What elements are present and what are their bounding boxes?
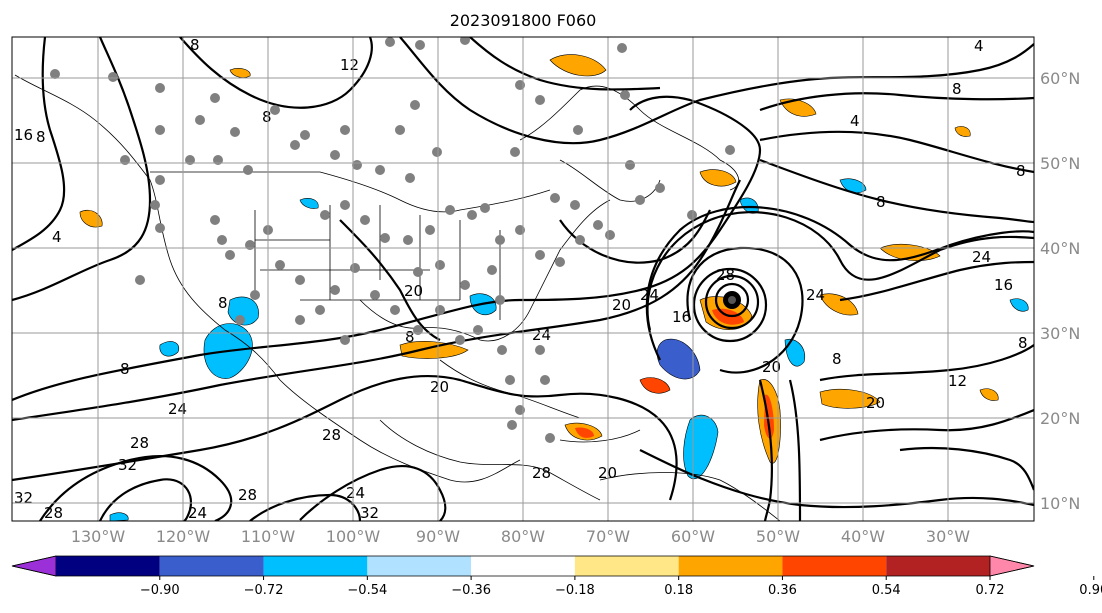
- lat-tick-label: 10°N: [1040, 494, 1080, 513]
- colorbar-tick-label: 0.90: [1079, 583, 1102, 598]
- colorbar-segment: [56, 556, 160, 576]
- contour-label: 32: [14, 489, 33, 507]
- contour-label: 24: [168, 400, 187, 418]
- lon-tick-label: 120°W: [156, 527, 211, 546]
- contour-label: 28: [322, 426, 341, 444]
- latitude-labels: 60°N 50°N 40°N 30°N 20°N 10°N: [1040, 69, 1080, 513]
- lon-tick-label: 70°W: [586, 527, 630, 546]
- lon-tick-label: 100°W: [326, 527, 381, 546]
- contour-label: 20: [762, 358, 781, 376]
- contour-label: 24: [806, 286, 825, 304]
- lon-tick-label: 80°W: [501, 527, 545, 546]
- lon-tick-label: 40°W: [841, 527, 885, 546]
- contour-label: 24: [188, 504, 207, 522]
- colorbar-tick-label: 0.54: [872, 583, 901, 598]
- contour-label-group: 4 8 4 8 8 24 16 8 12 20 8 24 28 16 24 20…: [14, 36, 1028, 522]
- contour-label: 20: [866, 394, 885, 412]
- contour-label: 24: [972, 248, 991, 266]
- longitude-labels: 130°W 120°W 110°W 100°W 90°W 80°W 70°W 6…: [71, 527, 970, 546]
- lon-tick-label: 50°W: [756, 527, 800, 546]
- contour-label: 4: [850, 112, 860, 130]
- contour-label: 8: [36, 128, 46, 146]
- colorbar-extend-low: [11, 555, 57, 577]
- colorbar-tick-label: 0.36: [768, 583, 797, 598]
- contour-label: 8: [1018, 334, 1028, 352]
- colorbar: −0.90 −0.72 −0.54 −0.36 −0.18 0.18 0.36 0.54 0.7…: [11, 555, 1102, 598]
- colorbar-tick-label: −0.72: [244, 583, 284, 598]
- colorbar-tick-label: 0.72: [976, 583, 1005, 598]
- contour-label: 20: [404, 282, 423, 300]
- contour-label: 8: [218, 294, 228, 312]
- lon-tick-label: 90°W: [416, 527, 460, 546]
- figure-title: 2023091800 F060: [450, 11, 597, 30]
- colorbar-tick-label: 0.18: [664, 583, 693, 598]
- station-markers: [50, 37, 735, 443]
- contour-label: 8: [120, 360, 130, 378]
- contour-label: 32: [360, 504, 379, 522]
- colorbar-segments: [11, 555, 1035, 577]
- colorbar-tick-label: −0.54: [347, 583, 387, 598]
- lat-tick-label: 20°N: [1040, 409, 1080, 428]
- contour-lines: [12, 37, 1034, 521]
- contour-label: 12: [340, 56, 359, 74]
- lat-tick-label: 50°N: [1040, 154, 1080, 173]
- contour-label: 16: [14, 126, 33, 144]
- contour-label: 24: [346, 484, 365, 502]
- contour-label: 8: [405, 328, 415, 346]
- contour-label: 32: [118, 456, 137, 474]
- colorbar-segment: [574, 556, 679, 576]
- contour-label: 8: [952, 80, 962, 98]
- colorbar-segment: [263, 556, 368, 576]
- contour-label: 24: [532, 326, 551, 344]
- contour-label: 8: [832, 350, 842, 368]
- map-frame: [11, 36, 1035, 522]
- contour-label: 8: [1016, 162, 1026, 180]
- map-panel: 4 8 4 8 8 24 16 8 12 20 8 24 28 16 24 20…: [11, 36, 1035, 522]
- contour-label: 28: [238, 486, 257, 504]
- colorbar-tick-label: −0.90: [140, 583, 180, 598]
- lat-tick-label: 30°N: [1040, 324, 1080, 343]
- contour-label: 4: [52, 228, 62, 246]
- colorbar-tick-labels: −0.90 −0.72 −0.54 −0.36 −0.18 0.18 0.36 0.54 0.7…: [140, 576, 1102, 598]
- lon-tick-label: 60°W: [671, 527, 715, 546]
- colorbar-segment: [471, 556, 575, 576]
- contour-label: 28: [44, 504, 63, 522]
- colorbar-segment: [159, 556, 264, 576]
- contour-label: 16: [672, 308, 691, 326]
- colorbar-segment: [886, 556, 990, 576]
- lon-tick-label: 110°W: [241, 527, 296, 546]
- colorbar-tick-label: −0.18: [555, 583, 595, 598]
- colorbar-outline: [11, 555, 1035, 577]
- colorbar-segment: [678, 556, 783, 576]
- contour-label: 24: [640, 286, 659, 304]
- lon-tick-label: 130°W: [71, 527, 126, 546]
- colorbar-segment: [367, 556, 472, 576]
- colorbar-segment: [782, 556, 887, 576]
- contour-label: 16: [994, 276, 1013, 294]
- colorbar-extend-high: [989, 555, 1035, 577]
- contour-label: 20: [430, 378, 449, 396]
- lon-tick-label: 30°W: [926, 527, 970, 546]
- contour-label: 8: [876, 193, 886, 211]
- contour-label: 28: [130, 434, 149, 452]
- contour-label: 8: [262, 108, 272, 126]
- lat-tick-label: 40°N: [1040, 239, 1080, 258]
- lat-tick-label: 60°N: [1040, 69, 1080, 88]
- contour-label: 28: [716, 266, 735, 284]
- graticule: [12, 37, 1034, 521]
- contour-label: 4: [974, 37, 984, 55]
- contour-label: 8: [190, 36, 200, 54]
- colorbar-tick-label: −0.36: [451, 583, 491, 598]
- contour-label: 20: [612, 296, 631, 314]
- contour-label: 28: [532, 464, 551, 482]
- contour-label: 12: [948, 372, 967, 390]
